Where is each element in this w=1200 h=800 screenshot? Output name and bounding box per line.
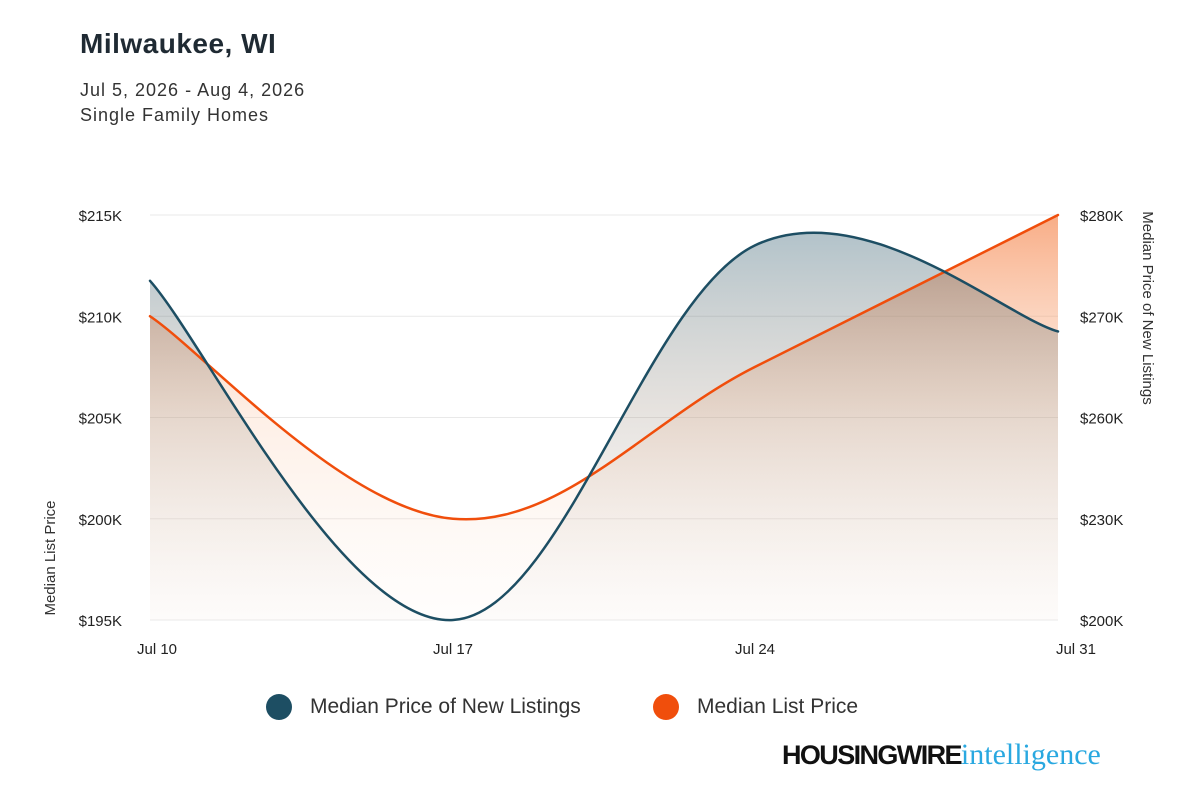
legend-swatch-new-listings bbox=[266, 694, 292, 720]
right-axis-label: Median Price of New Listings bbox=[1139, 211, 1156, 404]
legend-label-new-listings: Median Price of New Listings bbox=[310, 695, 581, 718]
area-new-listings bbox=[150, 232, 1058, 621]
chart: $195K $200K $205K $210K $215K $200K $230K $260K… bbox=[42, 208, 1156, 658]
legend-item-new-listings[interactable]: Median Price of New Listings bbox=[266, 694, 581, 720]
left-tick-label: $210K bbox=[79, 309, 122, 326]
line-list-price[interactable] bbox=[148, 213, 1060, 521]
x-tick-label: Jul 24 bbox=[735, 641, 775, 658]
legend-label-list-price: Median List Price bbox=[697, 695, 859, 718]
right-tick-label: $200K bbox=[1080, 613, 1123, 630]
right-tick-label: $230K bbox=[1080, 512, 1123, 529]
brand-suffix: intelligence bbox=[960, 738, 1101, 771]
x-tick-label: Jul 31 bbox=[1056, 641, 1096, 658]
legend-item-list-price[interactable]: Median List Price bbox=[653, 694, 858, 720]
legend: Median Price of New Listings Median List… bbox=[0, 694, 1200, 728]
right-tick-label: $260K bbox=[1080, 411, 1123, 428]
line-new-listings[interactable] bbox=[148, 231, 1060, 622]
tick-layer: $195K $200K $205K $210K $215K $200K $230K $260K… bbox=[79, 208, 1124, 658]
left-axis-label: Median List Price bbox=[42, 500, 59, 615]
line-layer bbox=[148, 213, 1060, 622]
left-tick-label: $200K bbox=[79, 512, 122, 529]
chart-title: Milwaukee, WI bbox=[80, 28, 277, 59]
brand-logo: HOUSINGWIREintelligence bbox=[782, 738, 1101, 772]
date-range: Jul 5, 2026 - Aug 4, 2026 bbox=[80, 80, 306, 100]
legend-swatch-list-price bbox=[653, 694, 679, 720]
left-tick-label: $195K bbox=[79, 613, 122, 630]
brand-main: HOUSINGWIRE bbox=[782, 740, 963, 770]
left-tick-label: $215K bbox=[79, 208, 122, 225]
home-type: Single Family Homes bbox=[80, 105, 270, 125]
x-tick-label: Jul 10 bbox=[137, 641, 177, 658]
right-tick-label: $270K bbox=[1080, 309, 1123, 326]
right-tick-label: $280K bbox=[1080, 208, 1123, 225]
x-tick-label: Jul 17 bbox=[433, 641, 473, 658]
left-tick-label: $205K bbox=[79, 411, 122, 428]
